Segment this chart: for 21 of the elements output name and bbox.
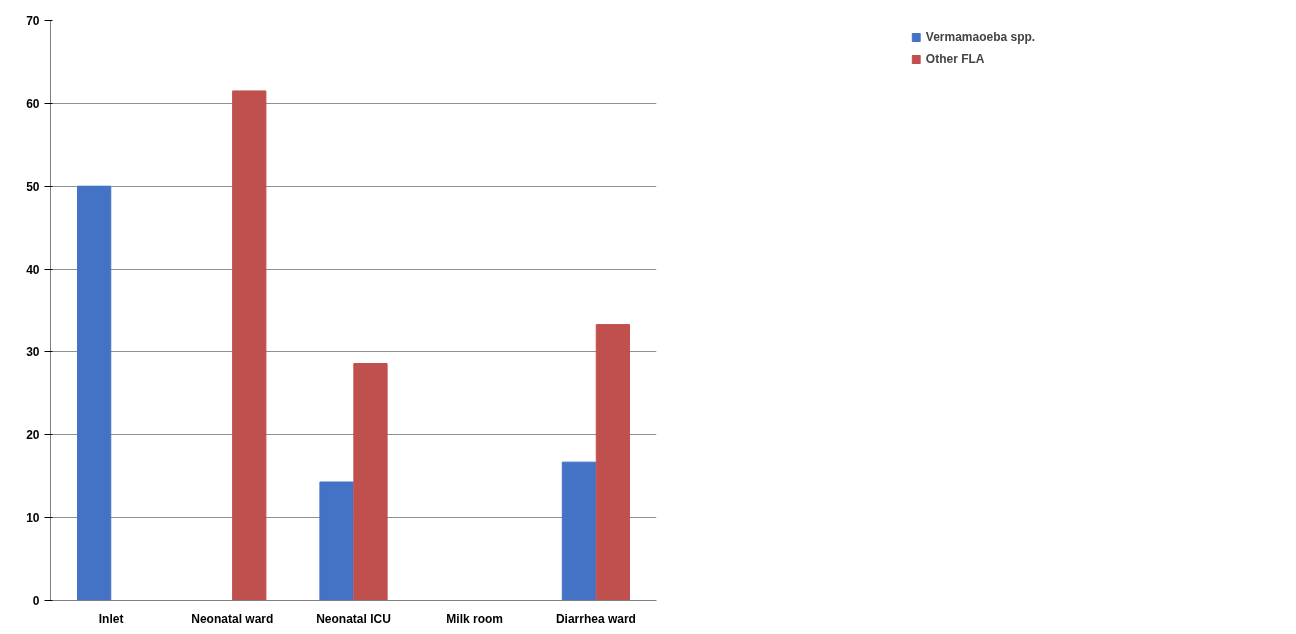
x-tick-label: Diarrhea ward bbox=[555, 611, 636, 626]
bar bbox=[232, 90, 267, 601]
x-tick-label: Neonatal ICU bbox=[316, 611, 391, 626]
y-tick-label: 70 bbox=[26, 14, 40, 28]
bar bbox=[319, 481, 354, 601]
legend-label: Other FLA bbox=[925, 52, 985, 66]
legend-label: Vermamaoeba spp. bbox=[925, 30, 1036, 44]
x-tick-label: Neonatal ward bbox=[191, 611, 274, 626]
y-tick-label: 20 bbox=[26, 428, 40, 443]
y-tick-label: 10 bbox=[26, 511, 40, 526]
bar bbox=[353, 363, 388, 601]
x-tick-label: Milk room bbox=[446, 611, 504, 626]
y-tick-label: 0 bbox=[32, 594, 40, 608]
bar bbox=[595, 324, 630, 601]
y-tick-label: 30 bbox=[26, 345, 40, 360]
bar bbox=[561, 461, 597, 601]
y-tick-label: 60 bbox=[26, 96, 40, 111]
bar bbox=[77, 185, 112, 601]
y-tick-label: 50 bbox=[26, 179, 40, 194]
y-tick-label: 40 bbox=[26, 262, 40, 277]
x-tick-label: Inlet bbox=[98, 611, 124, 626]
